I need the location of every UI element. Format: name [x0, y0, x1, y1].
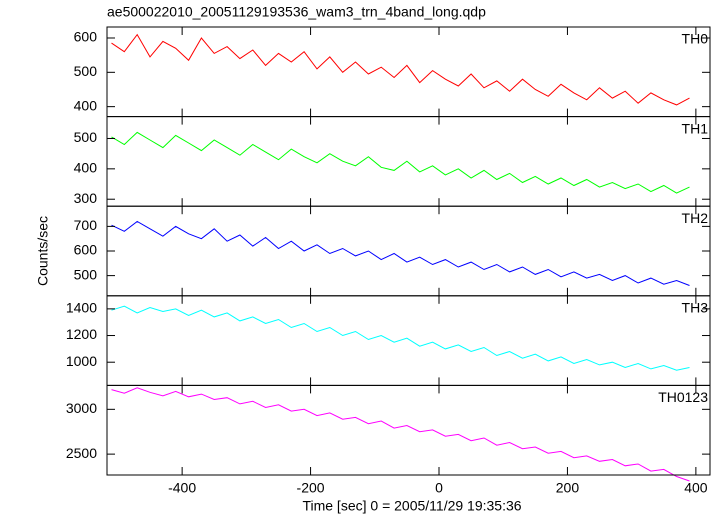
- y-tick-label: 300: [74, 190, 98, 206]
- x-tick-label: 200: [556, 480, 580, 496]
- series-line: [111, 387, 690, 482]
- y-tick-label: 3000: [66, 400, 97, 416]
- panel-frame: [106, 295, 711, 386]
- panel-frame: [106, 205, 711, 297]
- x-tick-label: 0: [435, 480, 443, 496]
- y-tick-label: 1400: [66, 300, 97, 316]
- y-tick-label: 500: [74, 129, 98, 145]
- y-axis-label: Counts/sec: [35, 216, 51, 286]
- series-line: [111, 220, 690, 286]
- x-tick-label: -200: [297, 480, 325, 496]
- series-line: [111, 305, 690, 371]
- chart-title: ae500022010_20051129193536_wam3_trn_4ban…: [107, 4, 486, 20]
- panel-frame: [106, 26, 711, 118]
- series-name: TH0123: [658, 389, 708, 405]
- x-axis-label: Time [sec] 0 = 2005/11/29 19:35:36: [302, 498, 521, 514]
- series-name: TH1: [682, 120, 709, 136]
- x-tick-label: 400: [684, 480, 708, 496]
- series-name: TH2: [682, 210, 709, 226]
- y-tick-label: 500: [74, 63, 98, 79]
- y-tick-label: 700: [74, 217, 98, 233]
- x-tick-label: -400: [168, 480, 196, 496]
- series-line: [111, 131, 690, 194]
- panel-frame: [106, 116, 711, 207]
- series-line: [111, 33, 690, 106]
- y-tick-label: 1000: [66, 353, 97, 369]
- y-tick-label: 600: [74, 29, 98, 45]
- y-tick-label: 400: [74, 160, 98, 176]
- y-tick-label: 400: [74, 97, 98, 113]
- y-tick-label: 1200: [66, 326, 97, 342]
- series-name: TH0: [682, 31, 709, 47]
- series-name: TH3: [682, 300, 709, 316]
- y-tick-label: 500: [74, 266, 98, 282]
- panel-frame: [106, 384, 711, 476]
- y-tick-label: 2500: [66, 445, 97, 461]
- y-tick-label: 600: [74, 242, 98, 258]
